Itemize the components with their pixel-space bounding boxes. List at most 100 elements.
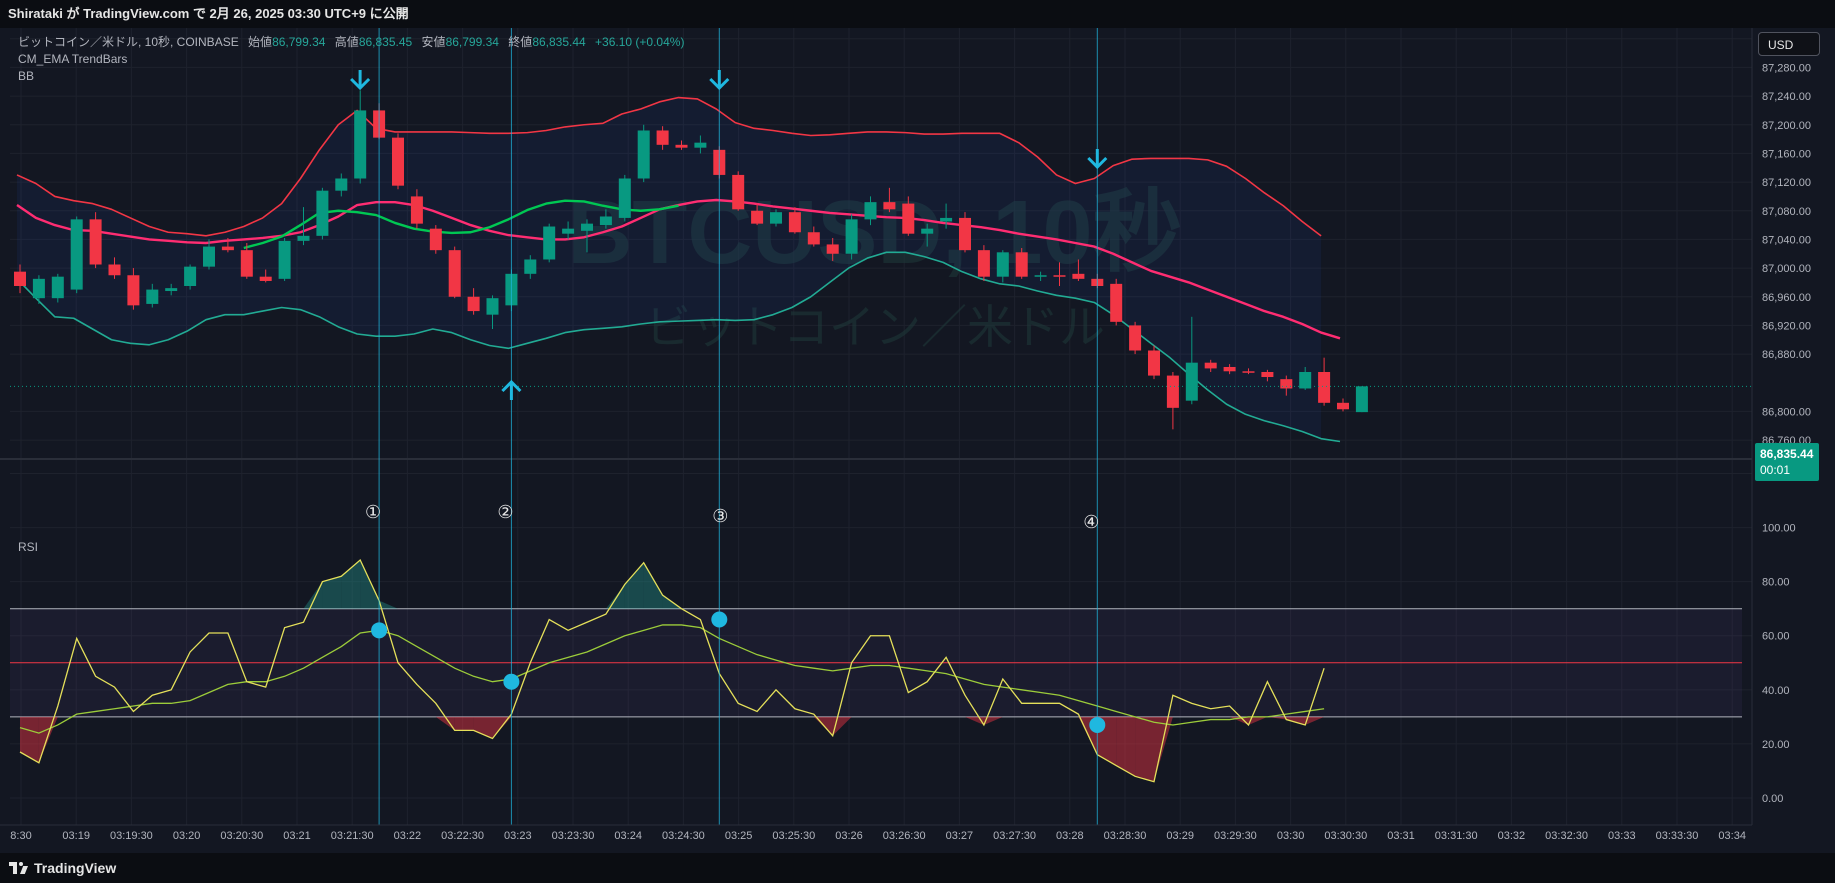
rsi-oversold-fill [454,716,474,731]
legend-symbol: ビットコイン／米ドル, 10秒, COINBASE [18,35,239,49]
chart-legend: ビットコイン／米ドル, 10秒, COINBASE 始値86,799.34 高値… [18,34,684,85]
time-tick-label: 03:31 [1387,830,1415,842]
candle-body [203,246,215,267]
rsi-oversold-fill [832,716,852,736]
candle-body [637,130,650,179]
rsi-cross-dot [1089,716,1106,733]
candle-body [921,228,934,234]
rsi-line [19,558,1325,783]
sell-arrow-icon [709,70,730,91]
bb-basis-line [16,198,1341,340]
time-tick-label: 03:29 [1166,830,1194,842]
rsi-cross-dot [371,622,388,639]
candle-body [996,252,1009,277]
price-tick-label: 87,280.00 [1762,62,1811,74]
legend-indicator-bb[interactable]: BB [18,69,35,83]
legend-high-value: 86,835.45 [358,35,413,49]
candle-body [826,244,839,254]
currency-button[interactable]: USD [1758,32,1820,56]
rsi-oversold-fill [1154,716,1173,782]
time-tick-label: 03:27 [946,830,974,842]
legend-indicator-ema[interactable]: CM_EMA TrendBars [18,52,128,66]
last-price-value: 86,835.44 [1760,447,1814,461]
rsi-oversold-fill [492,716,512,739]
candle-body [902,203,915,234]
candle-body [845,219,858,254]
price-tick-label: 87,000.00 [1762,263,1811,275]
candle-body [732,174,745,210]
time-tick-label: 8:30 [10,830,31,842]
rsi-oversold-fill [473,716,493,739]
time-tick-label: 03:34 [1718,830,1746,842]
time-tick-label: 03:32:30 [1545,830,1588,842]
candle-body [1261,372,1274,378]
price-tick-label: 86,880.00 [1762,349,1811,361]
rsi-oversold-fill [983,716,1003,725]
candle-body [675,144,688,148]
candle-body [259,276,272,281]
time-tick-label: 03:25 [725,830,753,842]
ema-line [243,199,679,250]
candle-body [240,250,253,277]
price-tick-label: 87,160.00 [1762,148,1811,160]
buy-arrow-icon [501,379,522,400]
symbol-watermark: BTCUSD, 10秒 ビットコイン／米ドル [567,183,1182,354]
rsi-pane-label[interactable]: RSI [18,540,39,554]
legend-close-label: 終値 [508,35,533,49]
bar-countdown: 00:01 [1760,463,1791,477]
candle-body [770,212,782,224]
time-tick-label: 03:31:30 [1435,830,1478,842]
price-axis-bg [1752,28,1835,825]
rsi-plot [10,558,1742,783]
candle-body [751,210,764,224]
tradingview-logo[interactable]: TradingView [9,860,116,876]
time-tick-label: 03:26 [835,830,863,842]
time-tick-label: 03:24 [614,830,642,842]
candle-body [1129,325,1142,351]
candle-body [807,232,820,245]
publish-text: Shirataki が TradingView.com で 2月 26, 202… [8,6,409,21]
time-tick-label: 03:21:30 [331,830,374,842]
candle-body [1318,372,1331,403]
time-tick-label: 03:23 [504,830,532,842]
time-tick-label: 03:22:30 [441,830,484,842]
annotation-label: ① [365,502,381,523]
candle-body [1015,252,1028,277]
time-tick-label: 03:33 [1608,830,1636,842]
rsi-oversold-fill [1135,716,1154,782]
price-tick-label: 86,960.00 [1762,292,1811,304]
candle-body [959,217,971,251]
annotation-label: ③ [712,506,728,527]
time-tick-label: 03:22 [394,830,422,842]
candle-body [89,219,102,265]
rsi-tick-label: 60.00 [1762,631,1790,643]
candle-body [448,250,461,297]
price-tick-label: 86,800.00 [1762,406,1811,418]
rsi-overbought-fill [303,581,323,609]
rsi-oversold-fill [435,716,455,731]
rsi-overbought-fill [624,562,644,609]
time-tick-label: 03:19 [62,830,90,842]
candle-body [1337,402,1349,410]
sell-arrow-icon [350,70,371,91]
candle-body [1355,386,1368,413]
candle-body [297,235,310,241]
rsi-overbought-fill [360,560,380,609]
annotation-label: ④ [1083,512,1099,533]
time-tick-label: 03:29:30 [1214,830,1257,842]
candle-body [788,212,801,233]
price-tick-label: 87,240.00 [1762,91,1811,103]
rsi-overbought-fill [643,562,663,609]
annotation-label: ② [497,502,513,523]
candle-body [599,216,612,226]
candle-body [165,288,178,292]
rsi-tick-label: 80.00 [1762,577,1790,589]
rsi-cross-dot [711,611,728,628]
rsi-oversold-fill [1229,716,1249,725]
candle-body [581,223,593,231]
candle-body [543,226,556,260]
candle-body [1166,375,1179,408]
time-tick-label: 03:24:30 [662,830,705,842]
candle-body [977,250,990,277]
